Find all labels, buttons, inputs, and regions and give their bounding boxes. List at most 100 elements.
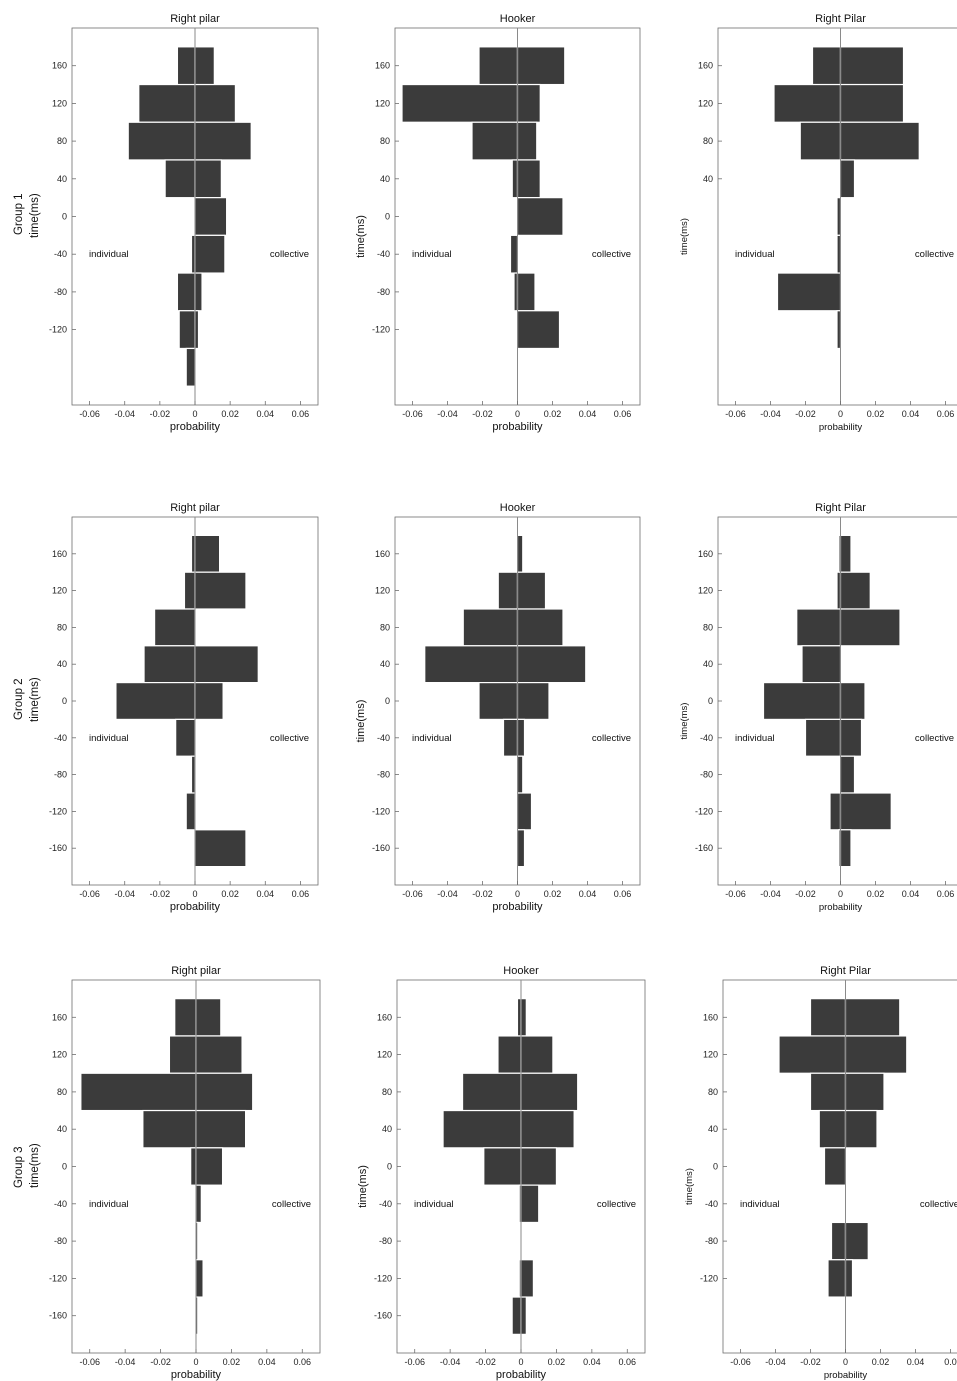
histogram-bar-individual: [175, 718, 196, 757]
individual-note: individual: [412, 733, 452, 744]
chart-panel: -0.06 -0.04 -0.02 0 0.02 0.04 0.06 160 120 80 40 0 -…: [357, 965, 646, 1381]
x-axis-label: probability: [496, 1369, 547, 1381]
x-tick-label: 0.06: [937, 889, 955, 899]
individual-note: individual: [740, 1199, 780, 1210]
histogram-bar-collective: [844, 1109, 878, 1149]
y-tick-label: -120: [695, 806, 713, 816]
y-tick-label: -40: [377, 733, 390, 743]
histogram-bar-individual: [471, 121, 519, 161]
histogram-bar-collective: [194, 121, 252, 161]
y-tick-label: 80: [380, 136, 390, 146]
x-tick-label: -0.02: [472, 889, 493, 899]
x-axis-label: probability: [492, 901, 543, 913]
x-tick-label: -0.06: [725, 409, 746, 419]
collective-note: collective: [915, 733, 954, 744]
x-tick-label: -0.02: [475, 1357, 496, 1367]
y-tick-label: 120: [698, 586, 713, 596]
y-tick-label: -80: [54, 1236, 67, 1246]
panel-title: Right Pilar: [815, 13, 866, 25]
y-axis-label: time(ms): [684, 1168, 695, 1205]
individual-note: individual: [89, 249, 129, 260]
histogram-bar-individual: [168, 1035, 197, 1074]
histogram-bar-collective: [839, 755, 856, 794]
x-tick-label: -0.04: [760, 889, 781, 899]
histogram-bar-individual: [174, 998, 197, 1037]
histogram-bar-collective: [195, 1147, 224, 1186]
y-tick-label: -160: [372, 843, 390, 853]
x-tick-label: 0.04: [902, 409, 920, 419]
chart-panel: -0.06 -0.04 -0.02 0 0.02 0.04 0.06 160 120 80 40 0 -…: [49, 965, 321, 1381]
histogram-bar-individual: [799, 121, 842, 161]
x-tick-label: 0.06: [614, 889, 632, 899]
histogram-bar-collective: [516, 121, 538, 161]
histogram-bar-collective: [516, 571, 547, 610]
y-tick-label: 80: [380, 622, 390, 632]
histogram-bar-collective: [839, 792, 892, 831]
histogram-bar-collective: [844, 1035, 908, 1074]
y-tick-label: -80: [54, 770, 67, 780]
x-tick-label: 0: [518, 1357, 523, 1367]
histogram-bar-individual: [776, 272, 842, 312]
histogram-bar-individual: [190, 755, 196, 794]
x-tick-label: -0.06: [79, 409, 100, 419]
histogram-bar-collective: [520, 998, 527, 1037]
group-1-label: Group 1 time(ms): [13, 193, 41, 238]
histogram-bar-collective: [194, 272, 203, 312]
x-tick-label: 0.04: [902, 889, 920, 899]
histogram-bar-collective: [516, 46, 566, 86]
panel-title: Right Pilar: [815, 502, 866, 514]
y-tick-label: -160: [49, 1311, 67, 1321]
histogram-bar-individual: [836, 197, 842, 236]
y-tick-label: -40: [54, 733, 67, 743]
x-axis-label: probability: [171, 1369, 222, 1381]
histogram-bar-collective: [844, 1072, 885, 1112]
histogram-bar-individual: [830, 1221, 847, 1261]
histogram-bar-collective: [516, 272, 536, 312]
histogram-bar-collective: [520, 1259, 534, 1298]
x-axis-label: probability: [819, 902, 863, 913]
x-tick-label: 0.06: [294, 1357, 312, 1367]
x-tick-label: 0.02: [223, 1357, 241, 1367]
x-tick-label: -0.06: [402, 889, 423, 899]
y-tick-label: 120: [375, 586, 390, 596]
histogram-bar-collective: [839, 571, 871, 610]
y-tick-label: 160: [52, 549, 67, 559]
histogram-bar-collective: [516, 792, 533, 831]
x-tick-label: -0.02: [472, 409, 493, 419]
y-tick-label: 0: [713, 1162, 718, 1172]
row-ylabel-text: time(ms): [29, 193, 41, 238]
histogram-bar-individual: [818, 1109, 847, 1149]
histogram-bar-collective: [194, 159, 222, 199]
histogram-bar-collective: [839, 121, 920, 161]
x-tick-label: 0.06: [292, 889, 310, 899]
histogram-bar-individual: [138, 83, 196, 123]
x-tick-label: 0.04: [258, 1357, 276, 1367]
histogram-bar-collective: [194, 234, 226, 274]
panel-title: Hooker: [500, 13, 536, 25]
y-tick-label: -120: [374, 1273, 392, 1283]
x-tick-label: 0.04: [257, 409, 275, 419]
x-tick-label: -0.02: [795, 409, 816, 419]
histogram-bar-individual: [80, 1072, 197, 1112]
chart-panel: -0.06 -0.04 -0.02 0 0.02 0.04 0.06 160 120 80 40 Ri…: [679, 13, 957, 433]
y-tick-label: 0: [385, 212, 390, 222]
x-tick-label: 0.04: [257, 889, 275, 899]
histogram-bar-individual: [142, 1109, 197, 1149]
histogram-bar-collective: [520, 1184, 540, 1224]
collective-note: collective: [592, 249, 631, 260]
y-tick-label: 160: [52, 61, 67, 71]
x-tick-label: 0: [843, 1357, 848, 1367]
histogram-bar-collective: [195, 1259, 204, 1298]
histogram-bar-collective: [520, 1109, 575, 1149]
y-tick-label: -80: [379, 1236, 392, 1246]
individual-note: individual: [414, 1199, 454, 1210]
histogram-bar-collective: [516, 755, 524, 794]
histogram-bar-individual: [836, 310, 842, 350]
y-tick-label: -120: [49, 1273, 67, 1283]
x-tick-label: 0.02: [872, 1357, 890, 1367]
chart-panel: -0.06 -0.04 -0.02 0 0.02 0.04 0.0 160 120 80 40 0 -4…: [684, 965, 957, 1381]
histogram-bar-individual: [190, 1147, 197, 1186]
histogram-bar-individual: [796, 608, 842, 647]
x-tick-label: -0.06: [79, 1357, 100, 1367]
y-tick-label: 0: [387, 1162, 392, 1172]
